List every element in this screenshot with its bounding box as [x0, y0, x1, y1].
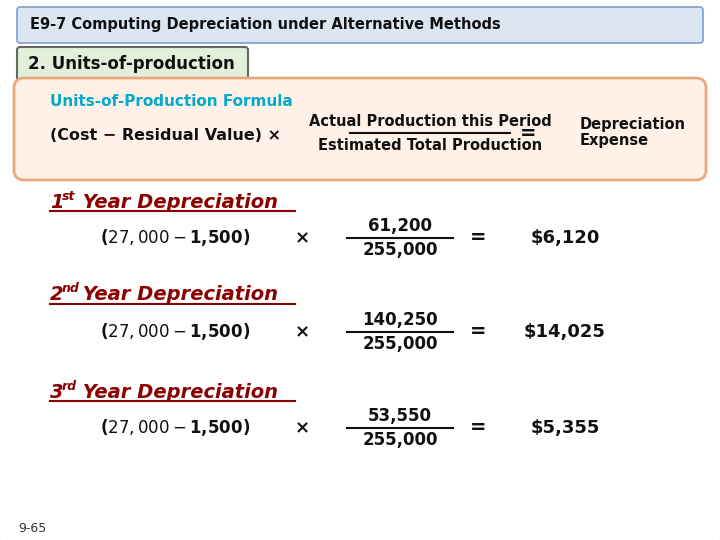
- Text: ($27,000 - $1,500): ($27,000 - $1,500): [100, 227, 250, 248]
- Text: 255,000: 255,000: [362, 335, 438, 353]
- Text: =: =: [469, 228, 486, 247]
- Text: ($27,000 - $1,500): ($27,000 - $1,500): [100, 321, 250, 342]
- Text: st: st: [62, 190, 76, 202]
- Text: 2: 2: [50, 286, 63, 305]
- Text: ×: ×: [294, 323, 310, 341]
- Text: nd: nd: [62, 282, 80, 295]
- FancyBboxPatch shape: [14, 78, 706, 180]
- Text: $5,355: $5,355: [531, 419, 600, 437]
- Text: E9-7 Computing Depreciation under Alternative Methods: E9-7 Computing Depreciation under Altern…: [30, 17, 500, 32]
- Text: 1: 1: [50, 192, 63, 212]
- Text: ×: ×: [294, 419, 310, 437]
- Text: =: =: [520, 124, 536, 143]
- Text: 255,000: 255,000: [362, 241, 438, 259]
- Text: 53,550: 53,550: [368, 407, 432, 425]
- FancyBboxPatch shape: [17, 47, 248, 81]
- Text: Expense: Expense: [580, 132, 649, 147]
- Text: 9-65: 9-65: [18, 522, 46, 535]
- Text: ×: ×: [294, 229, 310, 247]
- Text: Depreciation: Depreciation: [580, 117, 686, 132]
- Text: 2. Units-of-production: 2. Units-of-production: [28, 55, 235, 73]
- Text: Year Depreciation: Year Depreciation: [76, 192, 278, 212]
- Text: Year Depreciation: Year Depreciation: [76, 286, 278, 305]
- Text: ($27,000 - $1,500): ($27,000 - $1,500): [100, 417, 250, 438]
- Text: 255,000: 255,000: [362, 431, 438, 449]
- Text: rd: rd: [62, 380, 77, 393]
- Text: Actual Production this Period: Actual Production this Period: [309, 114, 552, 130]
- Text: 61,200: 61,200: [368, 217, 432, 235]
- Text: (Cost − Residual Value) ×: (Cost − Residual Value) ×: [50, 127, 281, 143]
- FancyBboxPatch shape: [17, 7, 703, 43]
- Text: =: =: [469, 418, 486, 437]
- Text: $6,120: $6,120: [531, 229, 600, 247]
- Text: 3: 3: [50, 382, 63, 402]
- Text: 140,250: 140,250: [362, 311, 438, 329]
- Text: Estimated Total Production: Estimated Total Production: [318, 138, 542, 152]
- Text: Year Depreciation: Year Depreciation: [76, 382, 278, 402]
- Text: $14,025: $14,025: [524, 323, 606, 341]
- Text: =: =: [469, 322, 486, 341]
- Text: Units-of-Production Formula: Units-of-Production Formula: [50, 94, 293, 110]
